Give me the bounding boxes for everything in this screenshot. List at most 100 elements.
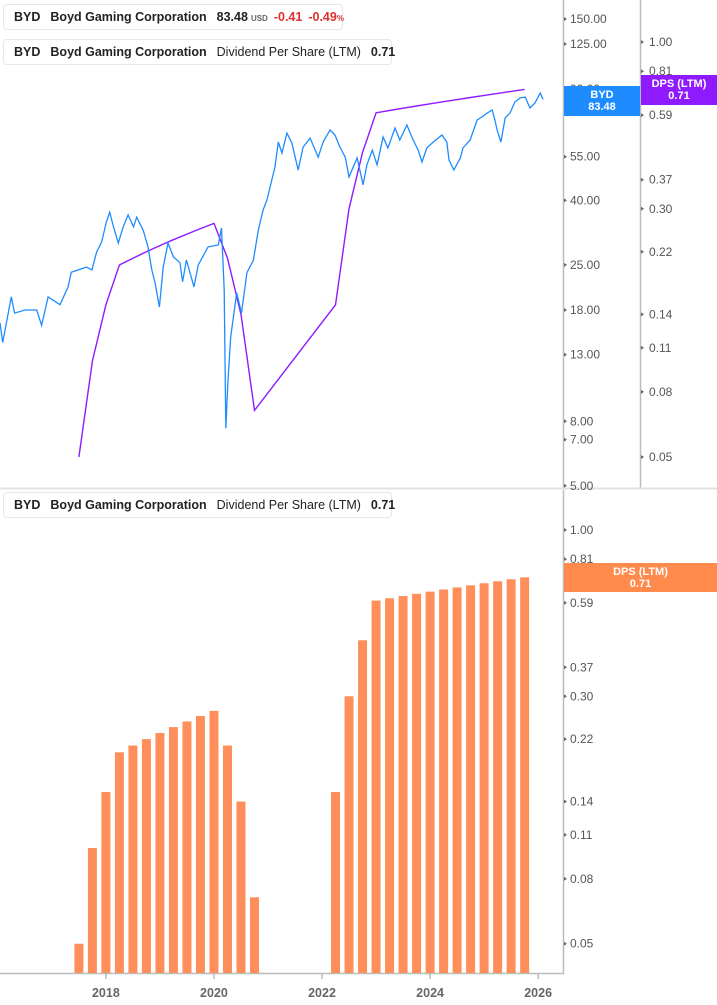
dps-bar[interactable] [506,579,516,973]
dps-bar[interactable] [479,583,489,973]
x-tick-label: 2020 [200,986,228,1000]
dps-bar[interactable] [493,581,503,973]
dps-bottom-tick-label: 1.00 [570,523,594,537]
price-tick-mark [564,198,567,203]
dps-top-tick-mark [641,40,644,44]
price-tag-label: BYD [590,89,614,101]
dps-bar[interactable] [101,792,111,973]
dps-top-tick-label: 0.14 [649,307,673,321]
price-tick-mark [564,17,567,21]
price-tick-mark [564,437,567,442]
dps-bar[interactable] [371,600,381,973]
dps-top-tick-label: 0.59 [649,108,673,122]
dps-bar[interactable] [128,745,138,973]
legend-company: Boyd Gaming Corporation [50,10,207,24]
legend-dps-top[interactable]: BYD Boyd Gaming Corporation Dividend Per… [3,39,396,65]
dps-line [78,88,525,458]
dps-tag-label: DPS (LTM) [651,78,707,90]
dps-bottom-tick-mark [564,832,567,837]
dps-top-tick-label: 0.05 [649,450,673,464]
dps-bottom-tick-mark [564,665,567,670]
dps-bar[interactable] [87,848,97,973]
dps-bar[interactable] [155,732,165,973]
price-tick-mark [564,42,567,47]
price-tick-mark [564,419,567,424]
dps-bar[interactable] [195,716,205,973]
dps-bar[interactable] [466,585,476,973]
legend-ticker: BYD [14,10,41,24]
dps-bar[interactable] [114,752,124,973]
dps-bar[interactable] [222,745,232,973]
price-tick-mark [564,352,567,357]
dps-top-tick-label: 0.11 [649,341,672,355]
price-tick-label: 7.00 [570,433,594,447]
price-tick-label: 18.00 [570,303,600,317]
change-pct-value: -0.49 [308,10,337,24]
dps-bar[interactable] [452,587,462,973]
dps-bar[interactable] [439,589,449,973]
dps-bar[interactable] [182,721,192,973]
price-tick-mark [564,154,567,159]
price-tick-label: 8.00 [570,414,594,428]
legend-price[interactable]: BYD Boyd Gaming Corporation 83.48 USD -0… [3,4,344,30]
dps-top-tick-label: 1.00 [649,35,673,49]
dps-bottom-tick-label: 0.30 [570,689,594,703]
dps-bottom-tick-mark [564,941,567,946]
legend-metric: Dividend Per Share (LTM) [216,498,361,512]
price-line [0,91,544,429]
legend-dps-bottom[interactable]: BYD Boyd Gaming Corporation Dividend Per… [3,492,395,518]
price-tick-label: 150.00 [570,12,607,26]
dps-bottom-tick-label: 0.81 [570,552,594,566]
dps-top-tick-mark [641,249,644,254]
dps-bar[interactable] [358,640,368,973]
dps-bar[interactable] [398,596,408,973]
dps-bar[interactable] [249,897,259,973]
dps-top-tick-mark [641,455,644,460]
legend-value: 0.71 [370,45,396,59]
dps-top-tick-mark [641,206,644,211]
dps-bar[interactable] [141,739,151,973]
price-tick-label: 13.00 [570,348,600,362]
dps-bottom-tick-mark [564,799,567,804]
dps-bottom-tick-mark [564,737,567,742]
dps-bar[interactable] [520,577,530,973]
price-tag-value: 83.48 [588,101,616,113]
legend-change: -0.41 [273,10,303,24]
dps-top-tick-mark [641,177,644,182]
dps-top-tick-mark [641,345,644,350]
dps-bar[interactable] [168,727,178,973]
dps-top-tick-label: 0.37 [649,173,673,187]
legend-company: Boyd Gaming Corporation [50,498,207,512]
dps-bar[interactable] [74,943,84,973]
legend-ticker: BYD [14,498,41,512]
dps-last-tag-bottom: DPS (LTM) 0.71 [564,563,717,592]
dps-bottom-tick-label: 0.08 [570,872,594,886]
legend-ticker: BYD [14,45,41,59]
dps-bar[interactable] [209,710,219,973]
x-tick-label: 2024 [416,986,444,1000]
dps-bottom-tick-mark [564,600,567,605]
price-tick-mark [564,262,567,267]
price-tick-mark [564,307,567,312]
legend-price-value: 83.48 [216,10,248,24]
dps-top-tick-mark [641,113,644,118]
dps-bar[interactable] [236,801,246,973]
dps-bar[interactable] [425,591,435,973]
legend-change-pct: -0.49% [308,10,344,24]
x-tick-label: 2022 [308,986,336,1000]
dps-bar[interactable] [344,696,354,973]
x-tick-label: 2018 [92,986,120,1000]
x-tick-label: 2026 [524,986,552,1000]
dps-last-tag-top: DPS (LTM) 0.71 [641,75,717,105]
dps-bar[interactable] [331,792,341,973]
price-tick-label: 55.00 [570,150,600,164]
dps-bar[interactable] [385,598,395,973]
price-tick-label: 5.00 [570,479,594,493]
dps-bar[interactable] [412,593,422,973]
dps-top-tick-label: 0.30 [649,202,673,216]
dps-top-tick-label: 0.08 [649,385,673,399]
pct-sign: % [336,14,344,23]
dps-tag-value: 0.71 [668,90,690,102]
legend-company: Boyd Gaming Corporation [50,45,207,59]
dps-tag-value: 0.71 [629,577,652,590]
